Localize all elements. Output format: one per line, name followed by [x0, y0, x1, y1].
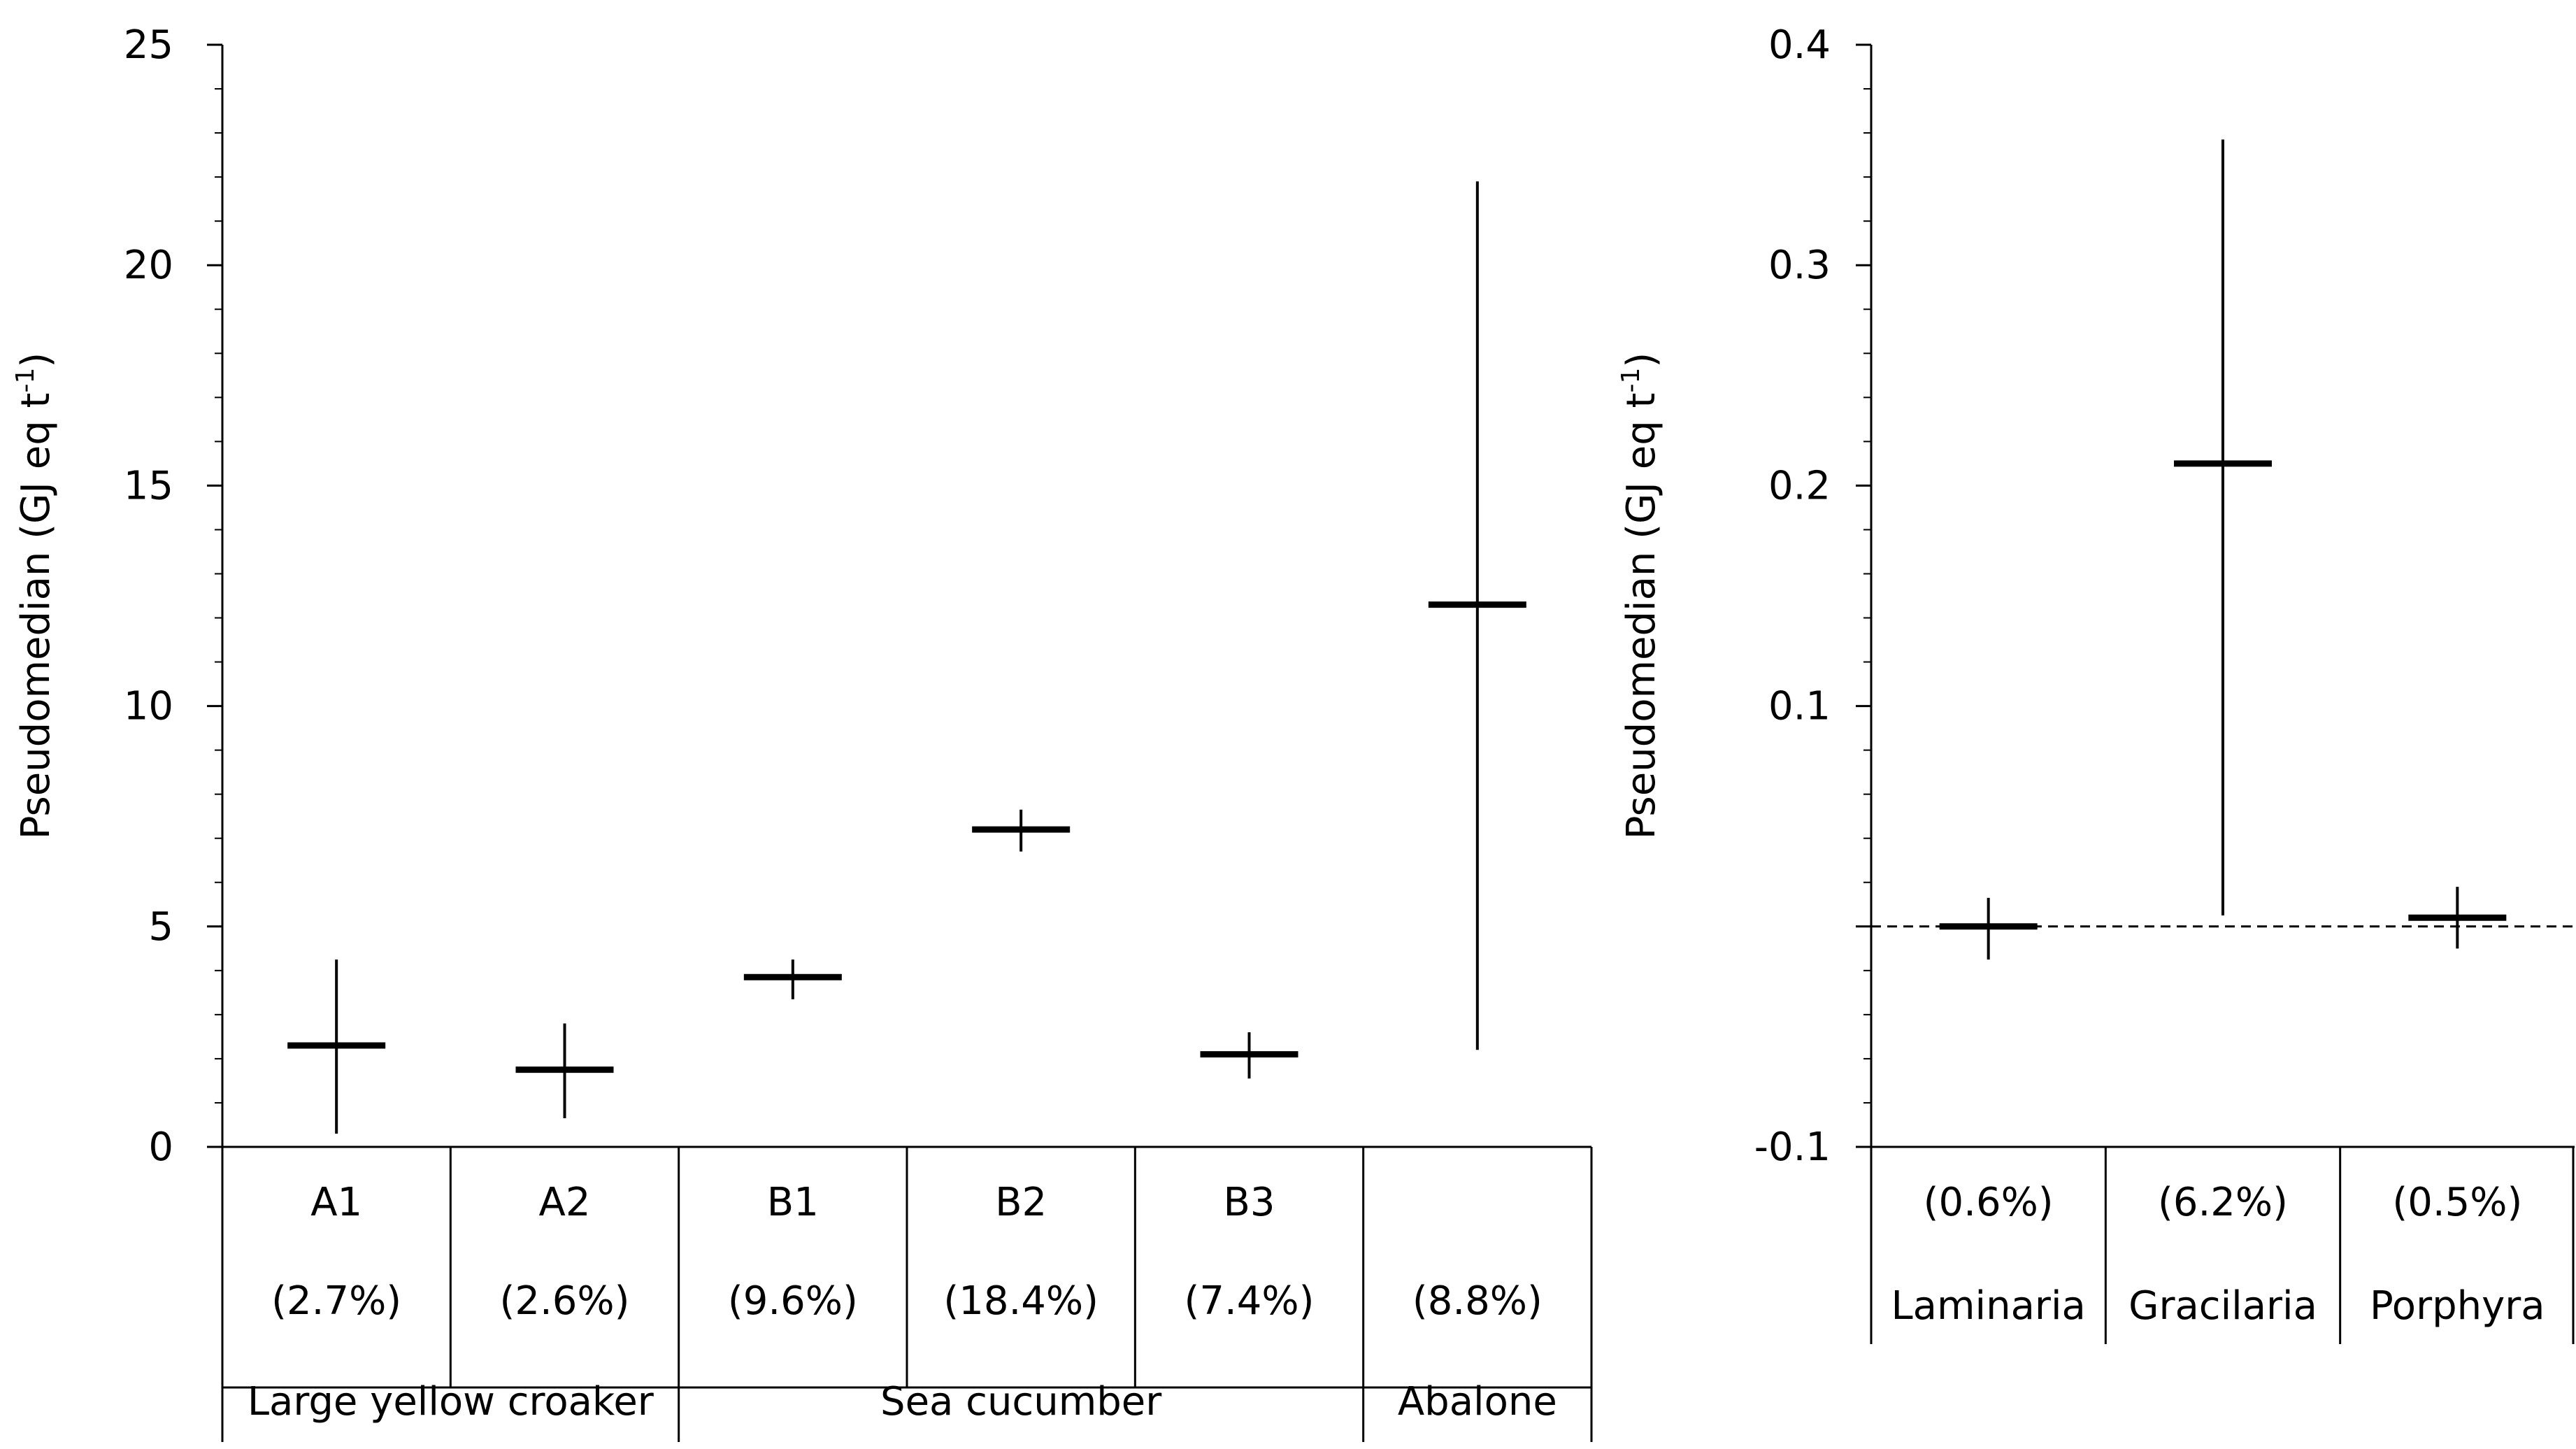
- left-y-tick-label: 5: [148, 904, 173, 950]
- right-y-tick-label: -0.1: [1754, 1125, 1831, 1170]
- left-y-tick-label: 10: [124, 684, 173, 729]
- left-percentage-label: (9.6%): [728, 1278, 858, 1324]
- left-y-tick-label: 25: [124, 22, 173, 68]
- right-percentage-label: (6.2%): [2158, 1180, 2288, 1225]
- left-group-label: Abalone: [1398, 1379, 1557, 1425]
- left-percentage-label: (7.4%): [1185, 1278, 1315, 1324]
- right-percentage-label: (0.5%): [2392, 1180, 2522, 1225]
- left-y-axis-title: Pseudomedian (GJ eq t-1): [11, 352, 59, 840]
- right-y-axis-title-superscript: -1: [1617, 368, 1645, 393]
- right-y-tick-label: 0.3: [1768, 243, 1831, 288]
- right-y-tick-label: 0.2: [1768, 463, 1831, 508]
- left-y-tick-label: 0: [148, 1125, 173, 1170]
- left-category-label: A2: [539, 1180, 591, 1225]
- left-group-label: Sea cucumber: [880, 1379, 1162, 1425]
- left-y-tick-label: 15: [124, 463, 173, 508]
- right-category-label: Laminaria: [1891, 1283, 2085, 1329]
- left-y-axis-title-close: ): [13, 352, 59, 368]
- left-category-label: A1: [310, 1180, 362, 1225]
- left-category-label: B1: [767, 1180, 819, 1225]
- left-group-label: Large yellow croaker: [248, 1379, 654, 1425]
- right-category-label: Porphyra: [2370, 1283, 2545, 1329]
- right-y-tick-label: 0.4: [1768, 22, 1831, 68]
- left-percentage-label: (2.6%): [500, 1278, 630, 1324]
- right-y-tick-label: 0.1: [1768, 684, 1831, 729]
- right-category-label: Gracilaria: [2128, 1283, 2317, 1329]
- left-y-axis-title-superscript: -1: [11, 368, 40, 393]
- left-category-label: B3: [1223, 1180, 1275, 1225]
- right-percentage-label: (0.6%): [1924, 1180, 2054, 1225]
- right-y-axis-title-close: ): [1619, 352, 1664, 368]
- left-percentage-label: (8.8%): [1412, 1278, 1543, 1324]
- left-percentage-label: (2.7%): [271, 1278, 401, 1324]
- right-y-axis-title: Pseudomedian (GJ eq t-1): [1617, 352, 1664, 840]
- left-category-label: B2: [995, 1180, 1047, 1225]
- left-percentage-label: (18.4%): [943, 1278, 1099, 1324]
- left-y-axis-title-main: Pseudomedian (GJ eq t: [13, 393, 59, 840]
- left-y-tick-label: 20: [124, 243, 173, 288]
- right-y-axis-title-main: Pseudomedian (GJ eq t: [1619, 393, 1664, 840]
